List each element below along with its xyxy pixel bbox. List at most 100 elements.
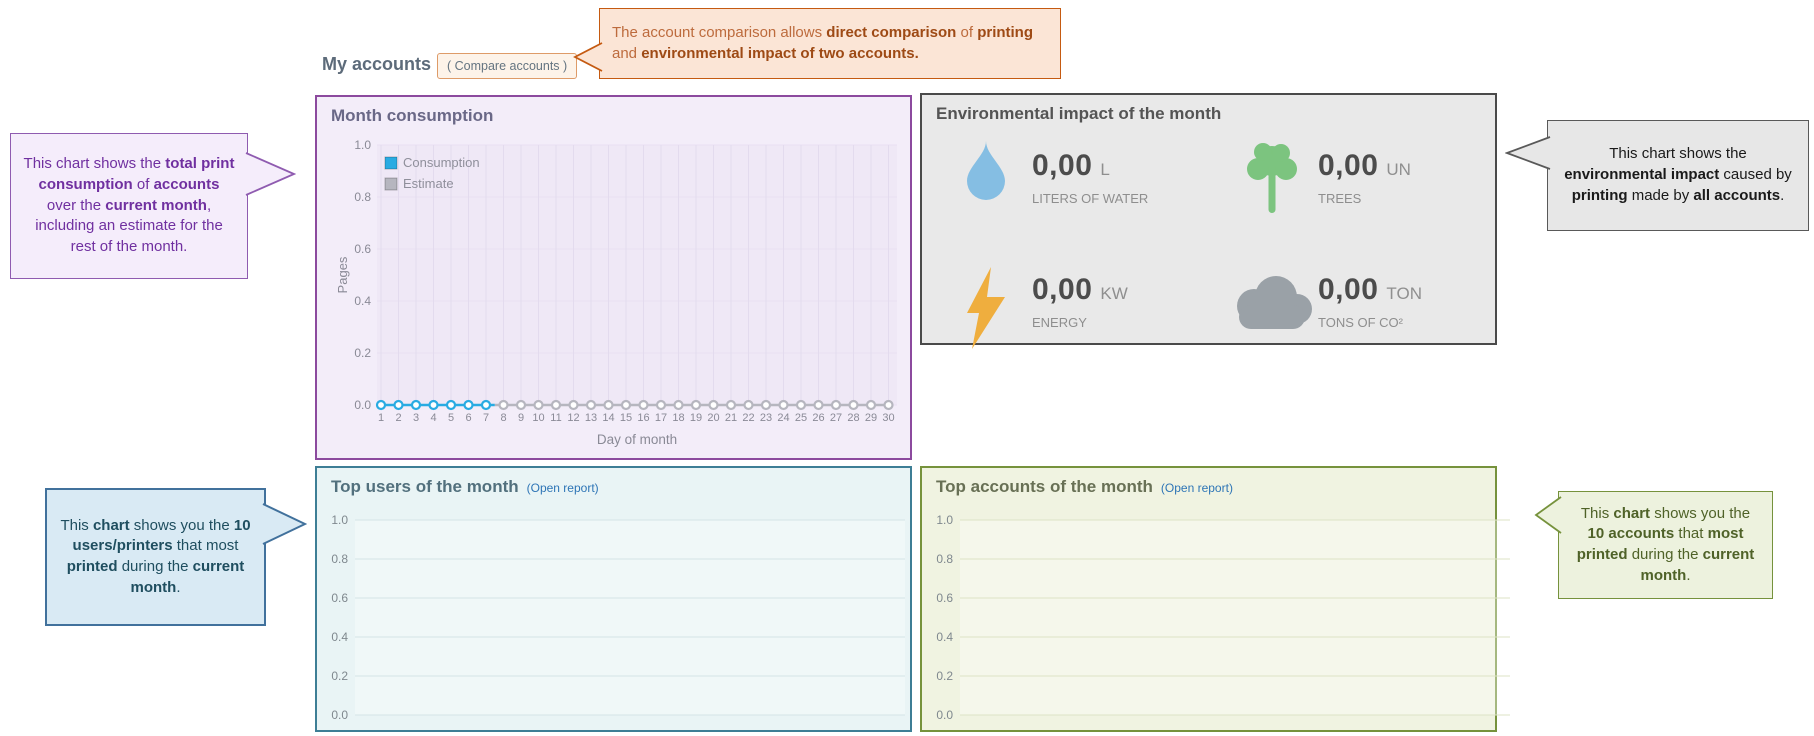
top-accounts-panel: Top accounts of the month (Open report) … [920, 466, 1510, 732]
svg-text:16: 16 [637, 412, 649, 424]
svg-text:1.0: 1.0 [354, 138, 371, 152]
compare-accounts-button[interactable]: ( Compare accounts ) [437, 53, 578, 79]
svg-text:23: 23 [760, 412, 772, 424]
svg-text:0.4: 0.4 [354, 294, 371, 308]
energy-value: 0,00 [1032, 273, 1093, 306]
lightning-icon [967, 267, 1005, 349]
water-label: LITERS OF WATER [1032, 191, 1149, 206]
svg-text:17: 17 [655, 412, 667, 424]
svg-text:21: 21 [725, 412, 737, 424]
top-users-title: Top users of the month [331, 477, 519, 496]
svg-text:0.6: 0.6 [331, 591, 348, 605]
svg-text:0.0: 0.0 [331, 708, 348, 722]
water-value: 0,00 [1032, 149, 1093, 182]
callout-pointer-right [245, 152, 296, 196]
svg-text:15: 15 [620, 412, 632, 424]
co2-unit: TON [1386, 284, 1422, 303]
month-consumption-callout-text: This chart shows the total print consump… [23, 155, 235, 256]
top-accounts-callout-text: This chart shows you the 10 accounts tha… [1576, 504, 1755, 584]
svg-text:Day of month: Day of month [597, 432, 677, 447]
compare-callout-text: The account comparison allows direct com… [612, 23, 1034, 62]
environmental-impact-panel: Environmental impact of the month 0,00 L… [920, 93, 1497, 349]
callout-pointer-left [1505, 136, 1551, 170]
top-users-callout: This chart shows you the 10 users/printe… [45, 488, 307, 626]
svg-text:1.0: 1.0 [936, 513, 953, 527]
svg-text:26: 26 [812, 412, 824, 424]
month-consumption-panel: Month consumption 1.0 0.8 0.6 0.4 0.2 0.0 1 2 3 4… [315, 95, 912, 460]
svg-text:5: 5 [448, 412, 454, 424]
cloud-icon [1237, 276, 1312, 329]
month-consumption-chart: 1.00.80.60.40.20.01 2 3 4 5 6 7 8 9 10 11 12 13 14 15 1… [335, 138, 897, 447]
trees-label: TREES [1318, 191, 1362, 206]
water-unit: L [1100, 160, 1110, 179]
svg-text:25: 25 [795, 412, 807, 424]
energy-metric: 0,00 KW ENERGY [940, 263, 1222, 373]
svg-text:24: 24 [777, 412, 789, 424]
top-users-chart: 1.0 0.8 0.6 0.4 0.2 0.0 [331, 513, 905, 722]
callout-pointer-left [573, 42, 603, 72]
co2-value: 0,00 [1318, 273, 1379, 306]
svg-text:0.4: 0.4 [331, 630, 348, 644]
svg-text:0.8: 0.8 [331, 552, 348, 566]
top-users-panel: Top users of the month (Open report) 1.0… [315, 466, 912, 732]
open-report-link[interactable]: (Open report) [526, 481, 599, 495]
energy-label: ENERGY [1032, 315, 1087, 330]
svg-text:0.4: 0.4 [936, 630, 953, 644]
environmental-callout-text: This chart shows the environmental impac… [1564, 145, 1792, 204]
month-consumption-callout: This chart shows the total print consump… [10, 133, 296, 279]
top-users-callout-text: This chart shows you the 10 users/printe… [60, 516, 251, 596]
svg-text:30: 30 [882, 412, 894, 424]
svg-text:0.0: 0.0 [936, 708, 953, 722]
open-report-link[interactable]: (Open report) [1160, 481, 1233, 495]
svg-text:0.0: 0.0 [354, 398, 371, 412]
svg-text:7: 7 [483, 412, 489, 424]
water-metric: 0,00 L LITERS OF WATER [940, 139, 1222, 249]
svg-text:Estimate: Estimate [403, 176, 454, 191]
callout-pointer-right [262, 503, 307, 545]
svg-text:0.8: 0.8 [354, 190, 371, 204]
svg-text:20: 20 [707, 412, 719, 424]
svg-text:0.2: 0.2 [354, 346, 371, 360]
svg-text:1.0: 1.0 [331, 513, 348, 527]
environmental-callout: This chart shows the environmental impac… [1505, 120, 1809, 231]
trees-metric: 0,00 UN TREES [1226, 139, 1508, 249]
compare-callout: The account comparison allows direct com… [573, 8, 1061, 79]
svg-text:2: 2 [395, 412, 401, 424]
water-drop-icon [967, 141, 1005, 200]
co2-metric: 0,00 TON TONS OF CO² [1226, 263, 1508, 373]
svg-text:0.8: 0.8 [936, 552, 953, 566]
tree-icon [1247, 143, 1297, 213]
energy-unit: KW [1100, 284, 1128, 303]
svg-text:14: 14 [602, 412, 614, 424]
svg-text:12: 12 [567, 412, 579, 424]
svg-text:6: 6 [465, 412, 471, 424]
svg-text:Pages: Pages [335, 256, 350, 293]
trees-value: 0,00 [1318, 149, 1379, 182]
callout-pointer-left [1534, 496, 1562, 534]
svg-text:3: 3 [413, 412, 419, 424]
svg-text:9: 9 [518, 412, 524, 424]
svg-text:10: 10 [532, 412, 544, 424]
svg-text:11: 11 [550, 412, 561, 424]
trees-unit: UN [1386, 160, 1411, 179]
top-accounts-title: Top accounts of the month [936, 477, 1153, 496]
svg-text:28: 28 [847, 412, 859, 424]
svg-text:22: 22 [742, 412, 754, 424]
svg-text:0.2: 0.2 [331, 669, 348, 683]
svg-text:13: 13 [585, 412, 597, 424]
svg-text:29: 29 [865, 412, 877, 424]
svg-text:18: 18 [672, 412, 684, 424]
environmental-impact-title: Environmental impact of the month [936, 104, 1222, 123]
top-accounts-callout: This chart shows you the 10 accounts tha… [1534, 491, 1773, 599]
svg-text:27: 27 [830, 412, 842, 424]
svg-text:0.2: 0.2 [936, 669, 953, 683]
top-accounts-chart: 1.0 0.8 0.6 0.4 0.2 0.0 [936, 513, 1510, 722]
month-consumption-title: Month consumption [331, 106, 494, 125]
svg-text:Consumption: Consumption [403, 155, 480, 170]
svg-text:0.6: 0.6 [936, 591, 953, 605]
co2-label: TONS OF CO² [1318, 315, 1403, 330]
svg-text:4: 4 [430, 412, 436, 424]
svg-text:0.6: 0.6 [354, 242, 371, 256]
page-title: My accounts [322, 54, 432, 74]
